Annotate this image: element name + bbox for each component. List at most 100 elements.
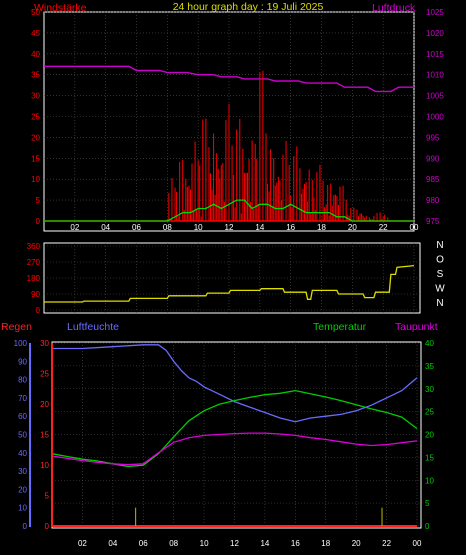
hour-tick-label: 06: [132, 223, 141, 232]
wind-tick-label: 50: [31, 8, 40, 17]
wind-tick-label: 0: [36, 217, 41, 226]
temperature-tick-label: 30: [425, 385, 434, 394]
rain-tick-label: 25: [40, 370, 49, 379]
rain-tick-label: 20: [40, 400, 49, 409]
pressure-tick-label: 990: [426, 154, 440, 163]
hour-tick-label: 08: [163, 223, 172, 232]
compass-label: N: [436, 298, 443, 309]
humidity-tick-label: 50: [18, 431, 27, 440]
humidity-tick-label: 90: [18, 357, 27, 366]
rain-tick-label: 10: [40, 461, 49, 470]
temperature-tick-label: 15: [425, 453, 434, 462]
compass-label: N: [436, 240, 443, 251]
wind-tick-label: 45: [31, 29, 40, 38]
hour-tick-label: 02: [70, 223, 79, 232]
dewpoint-series: [51, 432, 418, 466]
humidity-tick-label: 70: [18, 394, 27, 403]
pressure-tick-label: 1000: [426, 113, 444, 122]
pressure-tick-label: 985: [426, 175, 440, 184]
hour-tick-label: 18: [317, 223, 326, 232]
direction-tick-label: 360: [27, 242, 41, 251]
hour-tick-label: 02: [78, 539, 87, 548]
wind-tick-label: 40: [31, 50, 40, 59]
rain-tick-label: 5: [45, 492, 50, 501]
hour-tick-label: 14: [255, 223, 264, 232]
direction-tick-label: 0: [36, 306, 41, 315]
rain-tick-label: 30: [40, 339, 49, 348]
humidity-tick-label: 30: [18, 467, 27, 476]
hour-tick-label: 10: [194, 223, 203, 232]
panel1-ticks: 0510152025303540455097598098599099510001…: [31, 8, 444, 232]
wind-speed-label: Windstärke: [34, 2, 87, 14]
hour-tick-label: 16: [291, 539, 300, 548]
hour-tick-label: 12: [225, 223, 234, 232]
hour-tick-label: 22: [382, 539, 391, 548]
wind-tick-label: 5: [36, 196, 41, 205]
pressure-tick-label: 975: [426, 217, 440, 226]
compass-label: O: [436, 255, 444, 266]
temperature-tick-label: 20: [425, 431, 434, 440]
hour-tick-label: 10: [200, 539, 209, 548]
rain-label: Regen: [1, 321, 32, 333]
humidity-tick-label: 10: [18, 504, 27, 513]
pressure-tick-label: 995: [426, 133, 440, 142]
rain-tick-label: 0: [45, 522, 50, 531]
humidity-series: [52, 344, 418, 423]
pressure-tick-label: 1010: [426, 71, 444, 80]
wind-tick-label: 20: [31, 133, 40, 142]
pressure-tick-label: 1015: [426, 50, 444, 59]
hour-tick-label: 06: [139, 539, 148, 548]
humidity-tick-label: 40: [18, 449, 27, 458]
pressure-tick-label: 1005: [426, 92, 444, 101]
pressure-tick-label: 980: [426, 196, 440, 205]
dewpoint-label: Taupunkt: [395, 321, 438, 333]
hour-tick-label: 16: [286, 223, 295, 232]
pressure-tick-label: 1020: [426, 29, 444, 38]
wind-tick-label: 25: [31, 113, 40, 122]
hour-tick-label: 22: [379, 223, 388, 232]
temperature-label: Temperatur: [313, 321, 367, 333]
panel3-ticks: 0102030405060708090100051015202530051015…: [14, 339, 435, 548]
temperature-tick-label: 5: [425, 499, 430, 508]
humidity-label: Luftfeuchte: [67, 321, 119, 333]
pressure-label: Luftdruck: [372, 2, 416, 14]
humidity-tick-label: 100: [14, 339, 28, 348]
humidity-tick-label: 0: [23, 522, 28, 531]
temperature-tick-label: 25: [425, 408, 434, 417]
panel3-frame: [51, 341, 422, 529]
hour-tick-label: 20: [352, 539, 361, 548]
panel1-grid: [44, 11, 415, 231]
hour-tick-label: 00: [413, 539, 422, 548]
wind-mean-series: [44, 199, 414, 222]
wind-pressure-panel: 0510152025303540455097598098599099510001…: [31, 1, 444, 232]
hour-tick-label: 04: [101, 223, 110, 232]
humidity-tick-label: 80: [18, 376, 27, 385]
temperature-tick-label: 35: [425, 362, 434, 371]
wind-tick-label: 30: [31, 92, 40, 101]
humidity-temperature-panel: 0102030405060708090100051015202530051015…: [1, 321, 438, 548]
panel2-frame: [43, 242, 421, 314]
panel3-series: [51, 344, 418, 527]
hour-tick-label: 00: [410, 223, 419, 232]
hour-tick-label: 20: [348, 223, 357, 232]
wind-tick-label: 35: [31, 71, 40, 80]
chart-title: 24 hour graph day : 19 Juli 2025: [173, 1, 324, 13]
direction-tick-label: 180: [27, 274, 41, 283]
wind-direction-series: [44, 264, 415, 303]
temperature-tick-label: 0: [425, 522, 430, 531]
direction-tick-label: 90: [31, 290, 40, 299]
wind-tick-label: 10: [31, 175, 40, 184]
rain-tick-label: 15: [40, 431, 49, 440]
humidity-tick-label: 20: [18, 485, 27, 494]
wind-tick-label: 15: [31, 154, 40, 163]
hour-tick-label: 08: [169, 539, 178, 548]
temperature-tick-label: 10: [425, 476, 434, 485]
pressure-series: [44, 65, 414, 93]
humidity-tick-label: 60: [18, 412, 27, 421]
hour-tick-label: 04: [108, 539, 117, 548]
compass-label: W: [435, 284, 445, 295]
temperature-tick-label: 40: [425, 339, 434, 348]
panel1-series: [44, 65, 414, 222]
